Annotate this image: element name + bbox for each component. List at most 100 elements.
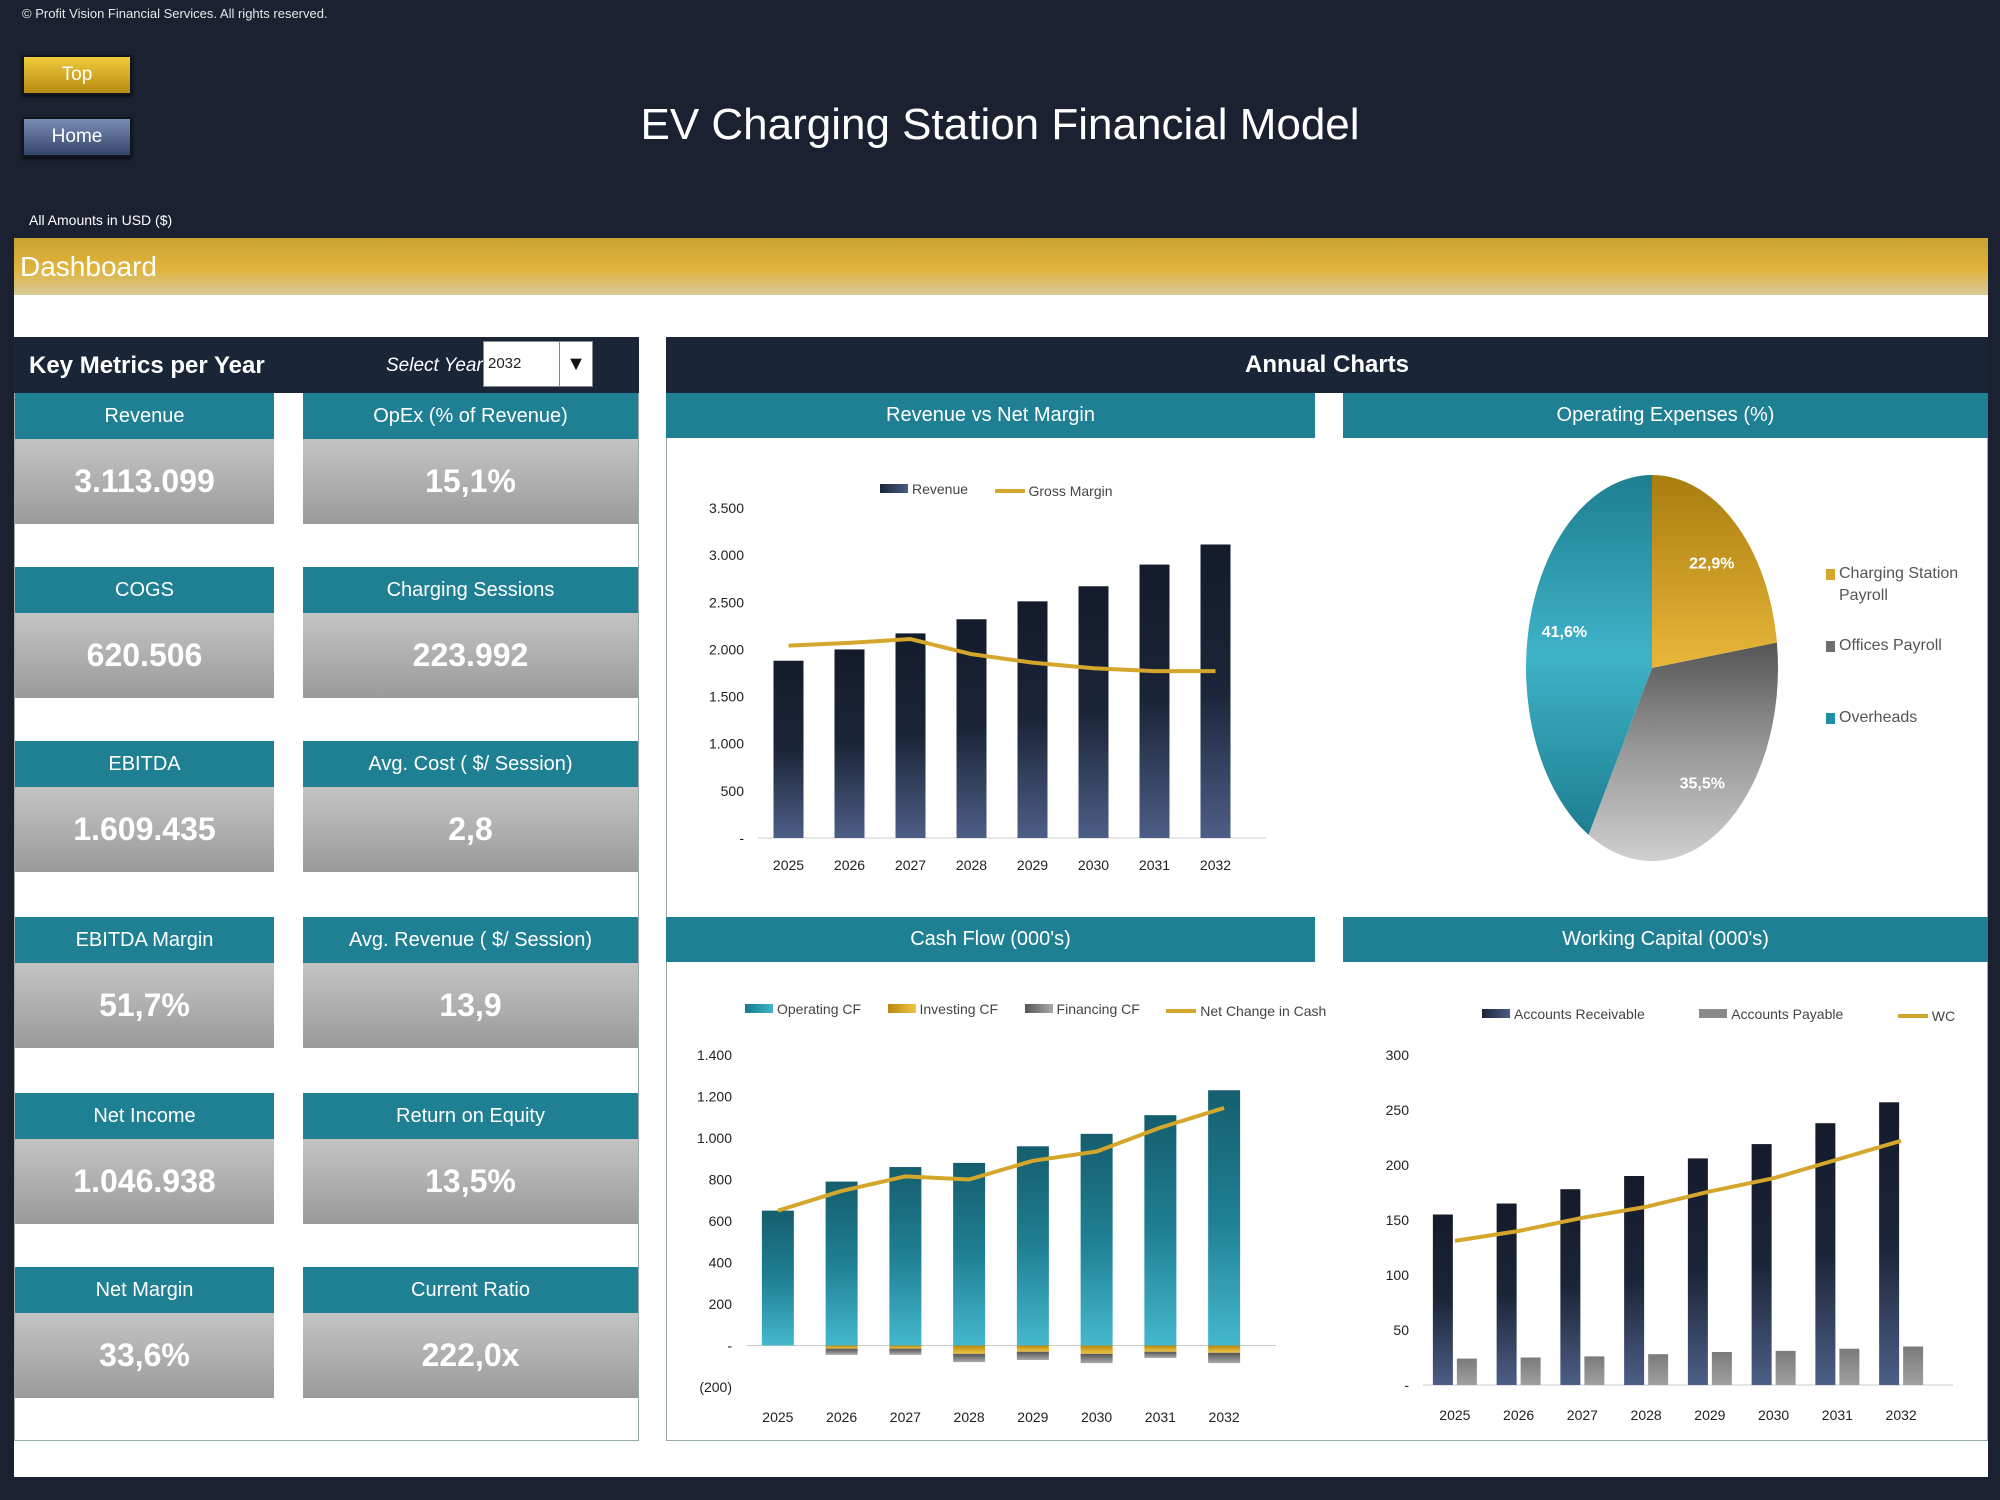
bar-revenue bbox=[834, 649, 865, 838]
pie-slice bbox=[1652, 475, 1777, 668]
bar-accounts-payable bbox=[1903, 1346, 1924, 1385]
chevron-down-icon[interactable]: ▼ bbox=[559, 342, 592, 386]
x-tick-label: 2031 bbox=[1145, 1409, 1176, 1425]
y-tick-label: 200 bbox=[1386, 1157, 1410, 1173]
home-button[interactable]: Home bbox=[22, 117, 132, 157]
bar-financing-cf bbox=[1016, 1351, 1049, 1361]
legend-wc: WC bbox=[1897, 1008, 1955, 1024]
y-tick-label: 800 bbox=[709, 1172, 733, 1188]
revenue-chart-legend: Revenue Gross Margin bbox=[880, 480, 1135, 499]
metric-card-return-on-equity: Return on Equity 13,5% bbox=[303, 1093, 638, 1224]
y-tick-label: 200 bbox=[709, 1296, 733, 1312]
x-tick-label: 2026 bbox=[834, 857, 865, 873]
legend-revenue: Revenue bbox=[880, 481, 968, 497]
metric-card-current-ratio: Current Ratio 222,0x bbox=[303, 1267, 638, 1398]
metric-value: 15,1% bbox=[303, 439, 638, 524]
bar-financing-cf bbox=[1208, 1352, 1241, 1364]
y-tick-label: 1.000 bbox=[697, 1130, 732, 1146]
metric-card-cogs: COGS 620.506 bbox=[15, 567, 274, 698]
line-net-change-cash bbox=[777, 1106, 1225, 1213]
metric-value: 1.609.435 bbox=[15, 787, 274, 872]
metric-value: 13,5% bbox=[303, 1139, 638, 1224]
y-tick-label: - bbox=[739, 830, 744, 846]
metric-value: 51,7% bbox=[15, 963, 274, 1048]
dashboard-banner: Dashboard bbox=[14, 238, 1988, 295]
bar-revenue bbox=[1017, 601, 1048, 838]
bar-accounts-receivable bbox=[1624, 1176, 1645, 1385]
y-tick-label: 100 bbox=[1386, 1267, 1410, 1283]
metric-label: OpEx (% of Revenue) bbox=[303, 393, 638, 439]
x-tick-label: 2031 bbox=[1139, 857, 1170, 873]
metric-value: 33,6% bbox=[15, 1313, 274, 1398]
cashflow-chart: (200) - 200 400 600 800 1.000 1.200 1.400 2025 202… bbox=[697, 1047, 1276, 1425]
bar-accounts-receivable bbox=[1815, 1123, 1836, 1385]
bar-accounts-receivable bbox=[1687, 1158, 1708, 1385]
metric-label: Net Margin bbox=[15, 1267, 274, 1313]
y-tick-label: (200) bbox=[699, 1379, 732, 1395]
metric-value: 223.992 bbox=[303, 613, 638, 698]
x-tick-label: 2030 bbox=[1081, 1409, 1112, 1425]
metric-value: 1.046.938 bbox=[15, 1139, 274, 1224]
y-tick-label: 2.500 bbox=[709, 594, 744, 610]
annual-charts-header: Annual Charts bbox=[666, 337, 1988, 393]
pie-legend-swatch bbox=[1826, 641, 1835, 652]
bar-accounts-payable bbox=[1839, 1348, 1860, 1385]
bar-accounts-payable bbox=[1711, 1352, 1732, 1385]
legend-accounts-receivable: Accounts Receivable bbox=[1482, 1006, 1645, 1022]
currency-note: All Amounts in USD ($) bbox=[29, 212, 173, 228]
metric-card-ebitda: EBITDA 1.609.435 bbox=[15, 741, 274, 872]
metric-value: 2,8 bbox=[303, 787, 638, 872]
wc-chart: - 50 100 150 200 250 300 2025 2026 2027 2028 2029 20… bbox=[1386, 1047, 1953, 1423]
year-dropdown-value: 2032 bbox=[488, 355, 522, 372]
bar-operating-cf bbox=[953, 1162, 986, 1346]
revenue-chart-title: Revenue vs Net Margin bbox=[666, 393, 1315, 438]
y-tick-label: - bbox=[1404, 1377, 1409, 1393]
y-tick-label: 1.500 bbox=[709, 689, 744, 705]
metric-label: Net Income bbox=[15, 1093, 274, 1139]
bar-investing-cf bbox=[1080, 1345, 1113, 1354]
bar-accounts-payable bbox=[1584, 1356, 1605, 1385]
bar-accounts-receivable bbox=[1432, 1214, 1453, 1385]
legend-net-change: Net Change in Cash bbox=[1166, 1003, 1326, 1019]
top-button[interactable]: Top bbox=[22, 55, 132, 95]
metric-card-avg-cost-session: Avg. Cost ( $/ Session) 2,8 bbox=[303, 741, 638, 872]
y-tick-label: 1.400 bbox=[697, 1047, 732, 1063]
bar-revenue bbox=[1200, 544, 1231, 838]
year-dropdown[interactable]: 2032 ▼ bbox=[483, 341, 593, 387]
pie-legend-label: Offices Payroll bbox=[1839, 637, 1942, 654]
bar-financing-cf bbox=[953, 1353, 986, 1363]
bar-investing-cf bbox=[1016, 1345, 1049, 1352]
x-tick-label: 2028 bbox=[954, 1409, 985, 1425]
pie-data-label: 41,6% bbox=[1542, 624, 1587, 641]
legend-investing-cf: Investing CF bbox=[887, 1001, 998, 1017]
y-tick-label: 50 bbox=[1393, 1322, 1409, 1338]
bar-revenue bbox=[1139, 564, 1170, 838]
metric-label: Revenue bbox=[15, 393, 274, 439]
x-tick-label: 2028 bbox=[1631, 1407, 1662, 1423]
x-tick-label: 2026 bbox=[826, 1409, 857, 1425]
pie-slice bbox=[1526, 475, 1652, 835]
metric-card-net-margin: Net Margin 33,6% bbox=[15, 1267, 274, 1398]
bar-financing-cf bbox=[1080, 1353, 1113, 1364]
bar-accounts-payable bbox=[1520, 1357, 1541, 1385]
pie-legend-swatch bbox=[1826, 713, 1835, 724]
metric-card-charging-sessions: Charging Sessions 223.992 bbox=[303, 567, 638, 698]
bar-operating-cf bbox=[889, 1167, 922, 1346]
bar-operating-cf bbox=[1016, 1146, 1049, 1346]
legend-operating-cf: Operating CF bbox=[745, 1001, 861, 1017]
revenue-chart: - 500 1.000 1.500 2.000 2.500 3.000 3.500 2025 20… bbox=[709, 500, 1266, 873]
annual-charts-title: Annual Charts bbox=[1244, 351, 1409, 378]
metric-card-ebitda-margin: EBITDA Margin 51,7% bbox=[15, 917, 274, 1048]
metric-value: 13,9 bbox=[303, 963, 638, 1048]
metric-label: Avg. Revenue ( $/ Session) bbox=[303, 917, 638, 963]
y-tick-label: - bbox=[727, 1338, 732, 1354]
x-tick-label: 2029 bbox=[1694, 1407, 1725, 1423]
page-title: EV Charging Station Financial Model bbox=[640, 100, 1360, 149]
metric-card-revenue: Revenue 3.113.099 bbox=[15, 393, 274, 524]
legend-accounts-payable: Accounts Payable bbox=[1699, 1006, 1843, 1022]
bar-investing-cf bbox=[953, 1345, 986, 1354]
bar-investing-cf bbox=[889, 1345, 922, 1349]
bar-revenue bbox=[1078, 586, 1109, 838]
bar-financing-cf bbox=[1144, 1351, 1177, 1358]
legend-financing-cf: Financing CF bbox=[1024, 1001, 1140, 1017]
